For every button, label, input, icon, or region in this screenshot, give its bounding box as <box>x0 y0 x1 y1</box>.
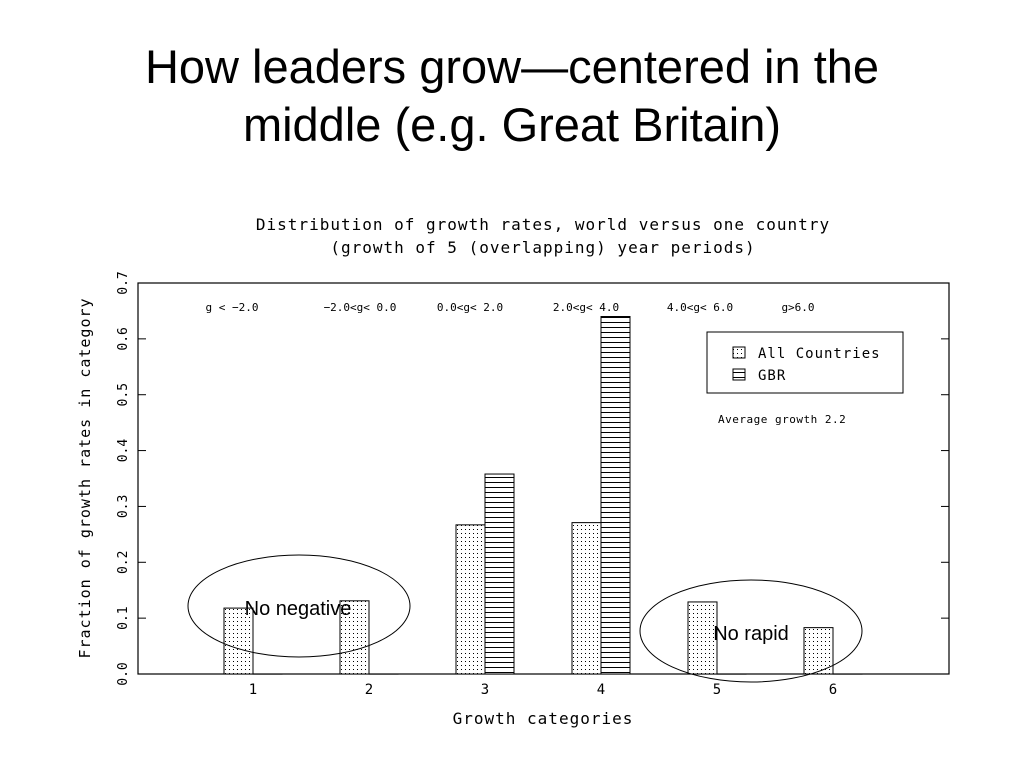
legend: All Countries GBR <box>706 331 904 394</box>
average-growth-annotation: Average growth 2.2 <box>718 413 846 426</box>
y-axis-ticks <box>138 282 949 675</box>
category-range-label: 2.0<g< 4.0 <box>553 301 619 314</box>
legend-swatch-gbr <box>732 368 746 381</box>
slide-title-line-1: How leaders grow—centered in the <box>144 40 880 93</box>
plot-frame <box>137 282 950 675</box>
slide-title-line-2: middle (e.g. Great Britain) <box>242 98 782 151</box>
y-tick-label: 0.2 <box>116 551 131 574</box>
bars <box>223 316 863 675</box>
chart-title: Distribution of growth rates, world vers… <box>256 215 830 234</box>
category-range-label: 0.0<g< 2.0 <box>437 301 503 314</box>
x-tick-label: 4 <box>597 682 605 698</box>
y-axis-label: Fraction of growth rates in category <box>76 297 94 658</box>
category-range-labels: g < −2.0 −2.0<g< 0.0 0.0<g< 2.0 2.0<g< 4.0 4… <box>206 301 815 314</box>
x-tick-label: 2 <box>365 682 373 698</box>
category-range-label: g>6.0 <box>781 301 814 314</box>
y-tick-label: 0.6 <box>116 327 131 350</box>
bar-gbr-3 <box>484 473 515 675</box>
category-range-label: 4.0<g< 6.0 <box>667 301 733 314</box>
y-axis-labels: 0.0 0.1 0.2 0.3 0.4 0.5 0.6 0.7 <box>116 271 131 685</box>
callout-ellipse-no-negative <box>187 554 411 658</box>
legend-label-all-countries: All Countries <box>758 346 881 362</box>
x-tick-label: 1 <box>249 682 257 698</box>
callout-no-rapid: No rapid <box>713 623 789 645</box>
bar-all-countries-5 <box>687 601 718 675</box>
x-axis-label: Growth categories <box>453 709 634 728</box>
y-tick-label: 0.7 <box>116 271 131 294</box>
legend-swatch-all-countries <box>732 346 746 359</box>
y-tick-label: 0.4 <box>116 439 131 463</box>
slide-title: How leaders grow—centered in the middle … <box>0 38 1024 154</box>
category-range-label: g < −2.0 <box>206 301 259 314</box>
x-axis-labels: 1 2 3 4 5 6 <box>249 682 837 698</box>
chart-subtitle: (growth of 5 (overlapping) year periods) <box>330 238 755 257</box>
y-tick-label: 0.5 <box>116 383 131 406</box>
callout-no-negative: No negative <box>245 598 352 620</box>
legend-box <box>706 331 904 394</box>
bar-all-countries-4 <box>571 522 602 675</box>
y-tick-label: 0.0 <box>116 662 131 685</box>
bar-gbr-4 <box>600 316 631 675</box>
x-tick-label: 5 <box>713 682 721 698</box>
x-tick-label: 6 <box>829 682 837 698</box>
bar-all-countries-3 <box>455 524 486 675</box>
bar-all-countries-1 <box>223 607 254 675</box>
callout-ellipse-no-rapid <box>639 579 863 683</box>
y-tick-label: 0.3 <box>116 495 131 518</box>
bar-all-countries-2 <box>339 600 370 675</box>
bar-all-countries-6 <box>803 627 834 675</box>
x-tick-label: 3 <box>481 682 489 698</box>
legend-label-gbr: GBR <box>758 368 786 384</box>
category-range-label: −2.0<g< 0.0 <box>324 301 397 314</box>
y-tick-label: 0.1 <box>116 606 131 629</box>
